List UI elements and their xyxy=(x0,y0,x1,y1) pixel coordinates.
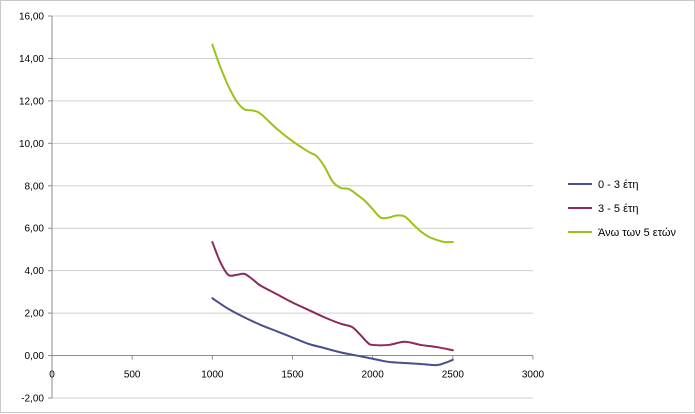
y-tick-label: 10,00 xyxy=(19,139,44,150)
y-tick-label: 8,00 xyxy=(25,181,45,192)
y-tick-label: 14,00 xyxy=(19,54,44,65)
y-tick-label: 16,00 xyxy=(19,12,44,23)
y-tick-label: 4,00 xyxy=(25,266,45,277)
series-line-1 xyxy=(211,297,454,367)
series-line-2 xyxy=(211,241,454,352)
y-tick-label: 2,00 xyxy=(25,309,45,320)
y-tick-label: -2,00 xyxy=(21,394,44,405)
x-tick-label: 2000 xyxy=(362,370,385,381)
x-tick-label: 3000 xyxy=(522,370,545,381)
x-tick-label: 1000 xyxy=(201,370,224,381)
legend-label-1: 0 - 3 έτη xyxy=(598,179,638,191)
y-tick-label: 6,00 xyxy=(25,224,45,235)
x-tick-label: 0 xyxy=(49,370,55,381)
series-line-3 xyxy=(211,43,454,244)
legend-label-2: 3 - 5 έτη xyxy=(598,203,638,215)
legend-label-3: Άνω των 5 ετών xyxy=(598,227,676,239)
x-tick-label: 1500 xyxy=(281,370,304,381)
y-tick-label: 0,00 xyxy=(25,351,45,362)
y-tick-label: 12,00 xyxy=(19,96,44,107)
x-tick-label: 2500 xyxy=(442,370,465,381)
x-tick-label: 500 xyxy=(124,370,141,381)
